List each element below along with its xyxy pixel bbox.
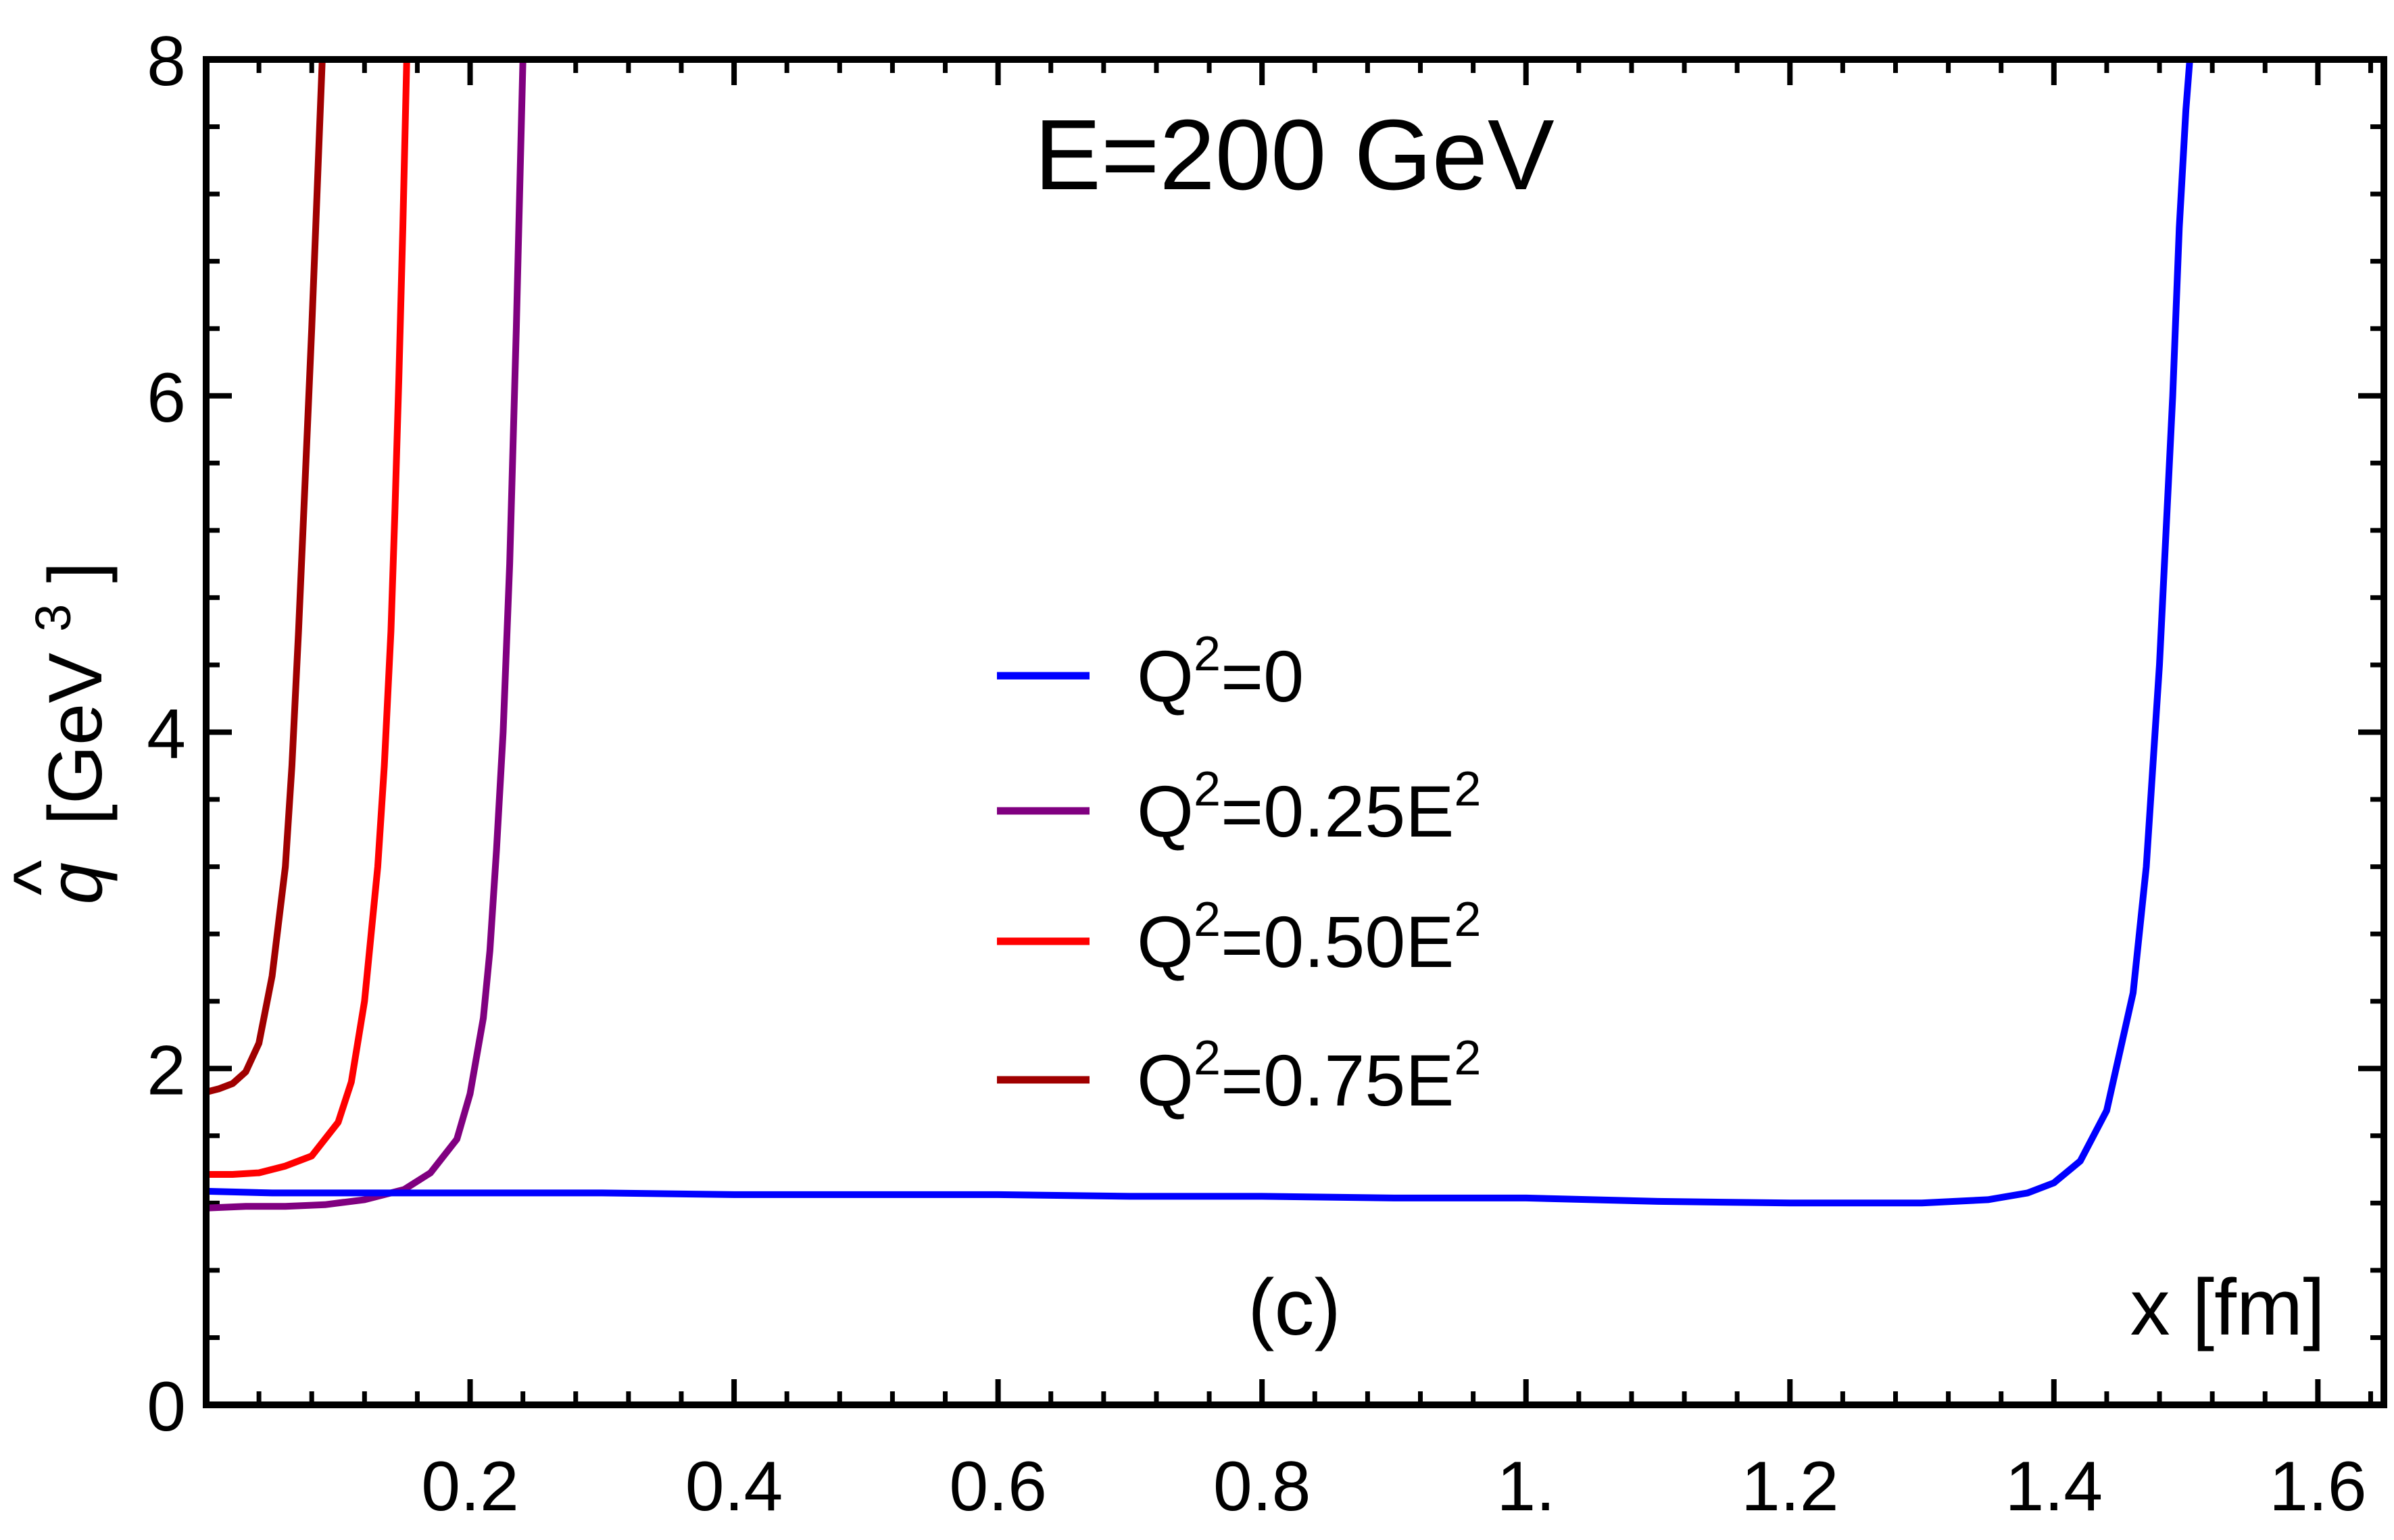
y-axis-label-exponent: 3: [25, 604, 81, 632]
x-tick-label: 0.2: [421, 1447, 519, 1526]
x-tick-label: 0.8: [1213, 1447, 1311, 1526]
y-axis-label-close: ]: [33, 562, 118, 582]
y-tick-label: 0: [147, 1368, 186, 1446]
legend: Q2=0 Q2=0.25E2 Q2=0.50E2 Q2=0.75E2: [997, 627, 1481, 1121]
y-tick-label: 8: [147, 22, 186, 101]
y-axis-label-unit: [GeV: [33, 653, 118, 826]
legend-label-3: Q2=0.75E2: [1137, 1031, 1481, 1121]
y-tick-labels: 0 2 4 6 8: [147, 22, 186, 1446]
series-line-1: [203, 56, 527, 1212]
panel-label: (c): [1248, 1263, 1341, 1352]
x-tick-label: 0.6: [949, 1447, 1047, 1526]
series-line-3: [203, 56, 326, 1096]
svg-text:q [GeV 3 ]: q [GeV 3 ]: [2, 562, 118, 904]
y-axis-label-symbol: q: [33, 862, 118, 904]
x-tick-label: 1.6: [2269, 1447, 2367, 1526]
plot-frame: [203, 56, 2387, 1408]
legend-label-0: Q2=0: [1137, 627, 1304, 717]
y-tick-label: 4: [147, 695, 186, 774]
series-line-2: [203, 56, 410, 1178]
x-tick-label: 0.4: [685, 1447, 783, 1526]
chart-title: E=200 GeV: [1034, 99, 1555, 211]
major-ticks: [206, 57, 2384, 1408]
x-tick-label: 1.4: [2005, 1447, 2103, 1526]
y-tick-label: 6: [147, 359, 186, 437]
x-tick-label: 1.2: [1741, 1447, 1839, 1526]
legend-label-2: Q2=0.50E2: [1137, 893, 1481, 983]
series-line-0: [203, 56, 2193, 1207]
y-axis-label-hat: ^: [0, 860, 82, 895]
series-layer: [203, 56, 2193, 1212]
x-axis-label: x [fm]: [2130, 1263, 2325, 1352]
y-tick-label: 2: [147, 1031, 186, 1110]
y-axis-label: q [GeV 3 ] ^: [0, 562, 118, 904]
x-tick-labels: 0.2 0.4 0.6 0.8 1. 1.2 1.4 1.6: [421, 1447, 2366, 1526]
legend-label-1: Q2=0.25E2: [1137, 762, 1481, 852]
x-tick-label: 1.: [1496, 1447, 1555, 1526]
